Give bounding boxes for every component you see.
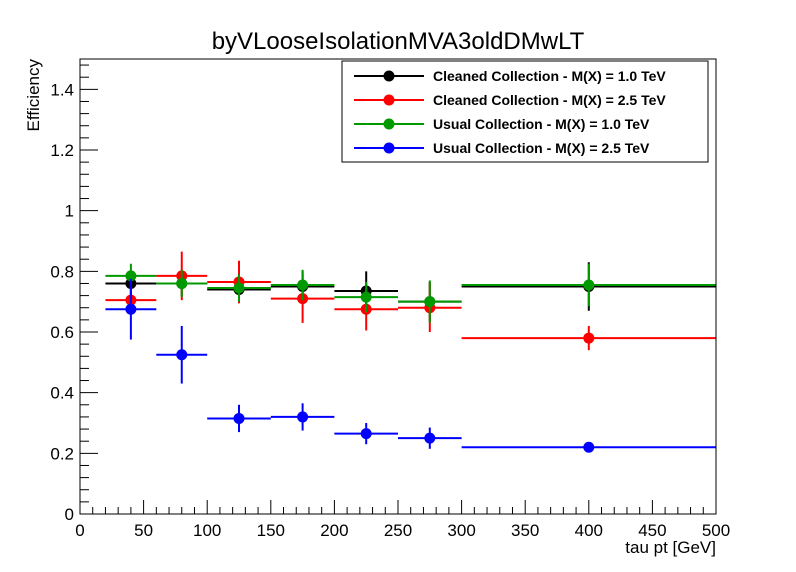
x-tick-label: 0 bbox=[75, 521, 84, 540]
y-axis-label: Efficiency bbox=[24, 59, 43, 132]
data-point bbox=[176, 349, 188, 361]
axis-layer: 0 50 100 150 200 250 300 350 400 450 500 0 0.2 0.4 0.6… bbox=[50, 59, 730, 540]
data-point bbox=[233, 282, 245, 294]
series-4 bbox=[105, 278, 716, 453]
legend-entry-label: Usual Collection - M(X) = 2.5 TeV bbox=[433, 140, 650, 156]
x-tick-label: 500 bbox=[702, 521, 730, 540]
legend-entry-label: Cleaned Collection - M(X) = 1.0 TeV bbox=[433, 68, 666, 84]
legend-marker bbox=[383, 118, 395, 130]
x-axis-label: tau pt [GeV] bbox=[625, 538, 716, 557]
legend-marker bbox=[383, 94, 395, 106]
x-tick-label: 200 bbox=[320, 521, 348, 540]
data-point bbox=[233, 412, 245, 424]
x-tick-label: 50 bbox=[134, 521, 153, 540]
data-point bbox=[176, 277, 188, 289]
y-tick-label: 1.2 bbox=[50, 141, 74, 160]
y-tick-label: 0.2 bbox=[50, 444, 74, 463]
legend-entry-label: Usual Collection - M(X) = 1.0 TeV bbox=[433, 116, 650, 132]
data-point bbox=[583, 332, 595, 344]
y-tick-label: 1 bbox=[65, 202, 74, 221]
data-point bbox=[297, 279, 309, 291]
data-point bbox=[360, 428, 372, 440]
chart-title: byVLooseIsolationMVA3oldDMwLT bbox=[212, 28, 585, 55]
data-point bbox=[424, 296, 436, 308]
x-tick-label: 450 bbox=[638, 521, 666, 540]
legend: Cleaned Collection - M(X) = 1.0 TeV Clean… bbox=[341, 60, 709, 163]
x-tick-label: 300 bbox=[447, 521, 475, 540]
data-point bbox=[583, 279, 595, 291]
y-tick-label: 0.4 bbox=[50, 384, 74, 403]
y-tick-label: 1.4 bbox=[50, 80, 74, 99]
x-tick-label: 100 bbox=[193, 521, 221, 540]
legend-marker bbox=[383, 142, 395, 154]
legend-entry-label: Cleaned Collection - M(X) = 2.5 TeV bbox=[433, 92, 666, 108]
y-tick-label: 0.6 bbox=[50, 323, 74, 342]
y-tick-label: 0 bbox=[65, 505, 74, 524]
data-point bbox=[424, 432, 436, 444]
data-point bbox=[297, 411, 309, 423]
data-point bbox=[125, 303, 137, 315]
legend-box bbox=[341, 60, 709, 163]
data-point bbox=[583, 441, 595, 453]
data-point bbox=[125, 270, 137, 282]
x-tick-label: 250 bbox=[384, 521, 412, 540]
y-tick-label: 0.8 bbox=[50, 262, 74, 281]
series-layer bbox=[105, 251, 716, 453]
data-point bbox=[360, 291, 372, 303]
legend-marker bbox=[383, 70, 395, 82]
x-tick-label: 400 bbox=[575, 521, 603, 540]
x-tick-label: 150 bbox=[257, 521, 285, 540]
x-tick-label: 350 bbox=[511, 521, 539, 540]
series-3 bbox=[105, 263, 716, 323]
